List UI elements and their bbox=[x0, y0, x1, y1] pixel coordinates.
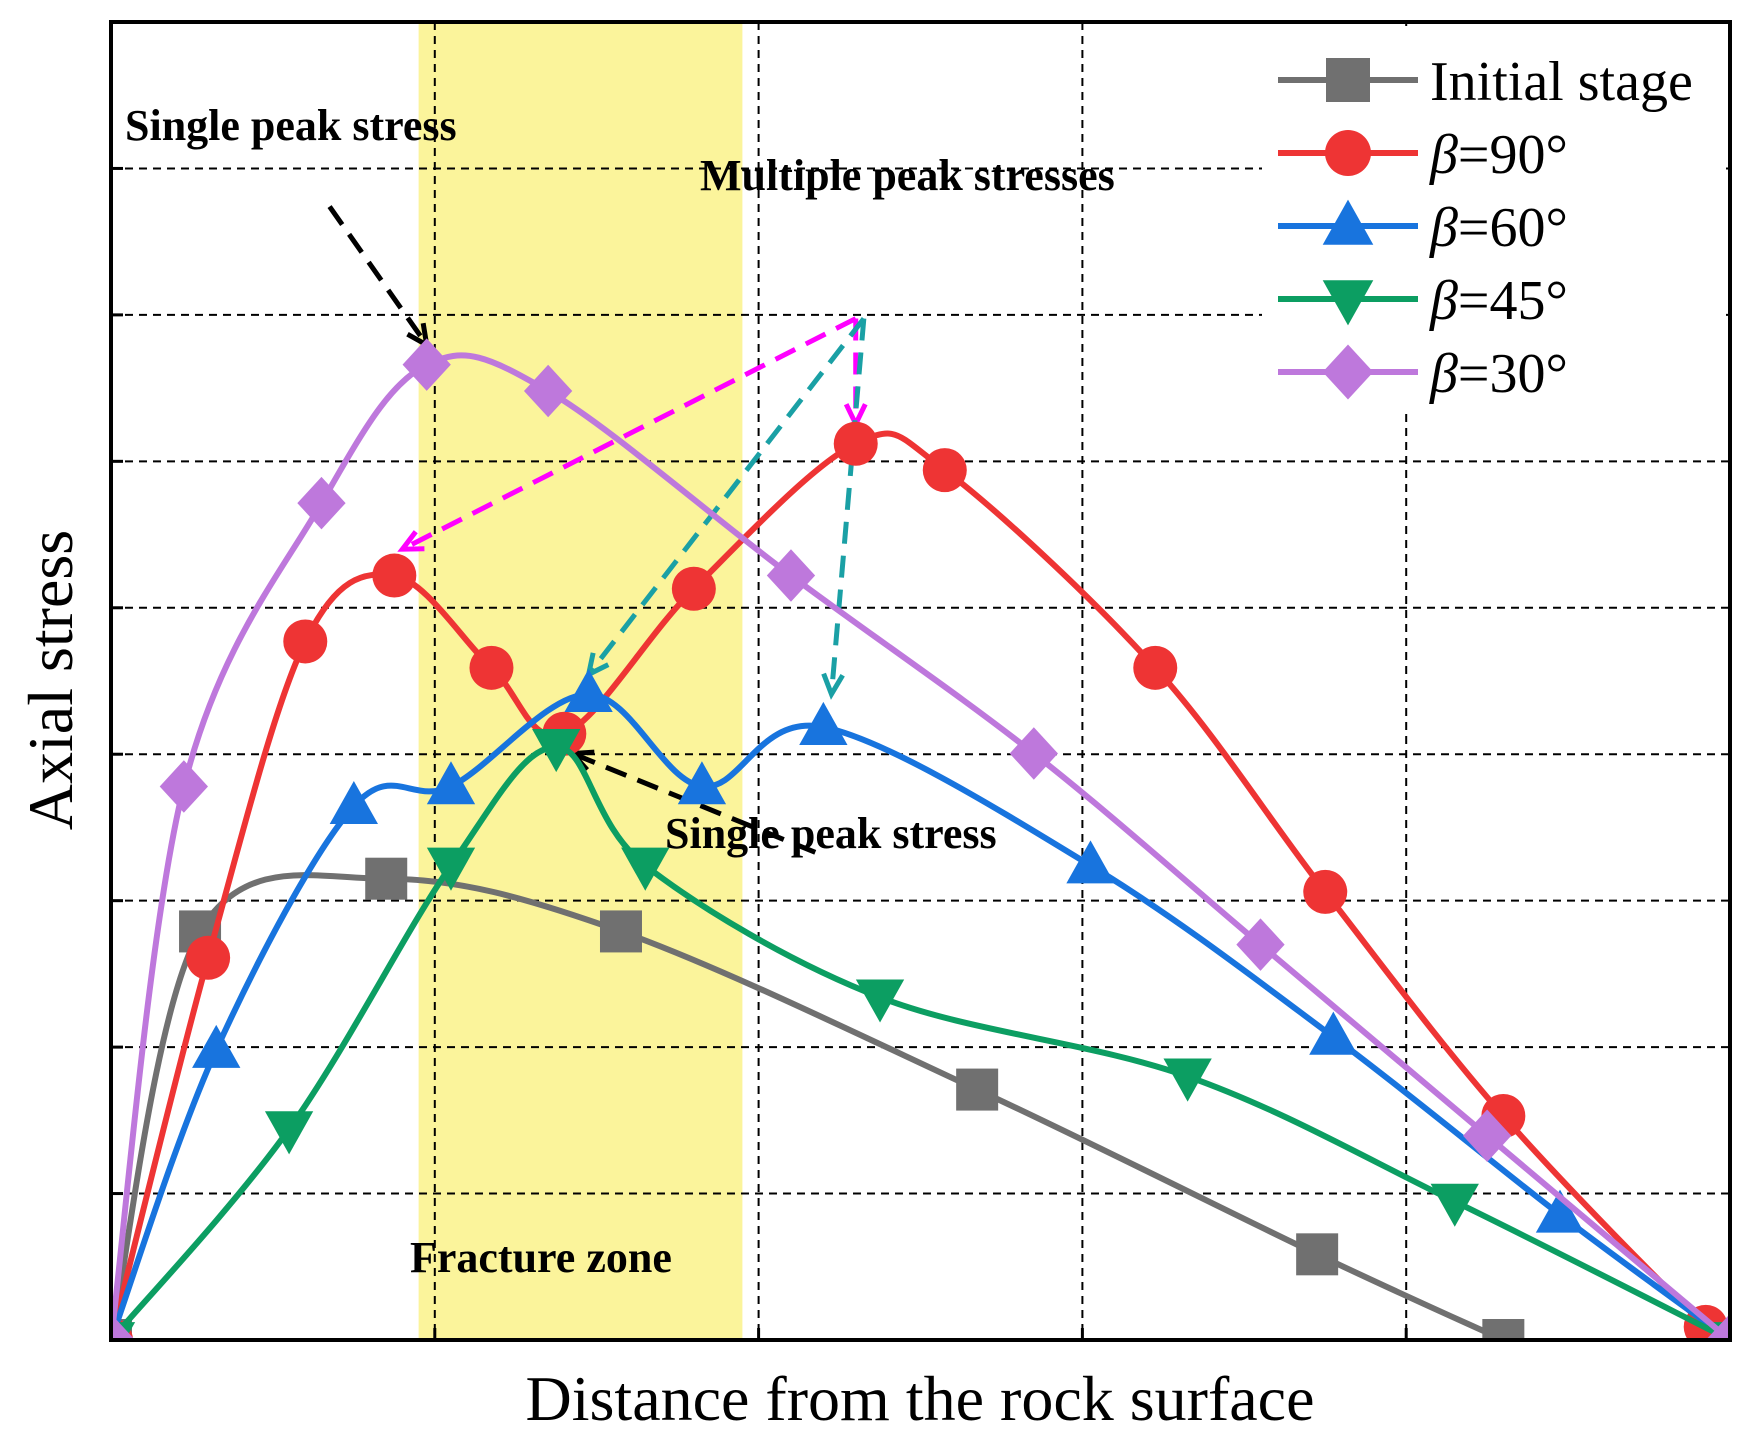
y-axis-label: Axial stress bbox=[15, 530, 86, 830]
data-point bbox=[523, 364, 573, 418]
arrow-single-peak-top bbox=[327, 205, 431, 350]
legend-item: Initial stage bbox=[1278, 51, 1693, 113]
data-point bbox=[365, 857, 408, 900]
data-point bbox=[956, 1068, 999, 1111]
data-point bbox=[1705, 1313, 1730, 1340]
arrow-multiple-peaks-teal-2 bbox=[821, 318, 867, 700]
legend-item: β=45° bbox=[1278, 270, 1568, 332]
annotation-label: Single peak stress bbox=[665, 809, 997, 858]
data-point bbox=[264, 1111, 314, 1155]
data-point bbox=[1236, 918, 1285, 971]
arrow-head bbox=[821, 672, 845, 700]
data-point bbox=[426, 847, 476, 891]
legend-label: β=90° bbox=[1429, 124, 1568, 186]
data-point bbox=[599, 910, 642, 953]
series-2 bbox=[111, 421, 1730, 1340]
data-point bbox=[159, 760, 209, 813]
arrow-shaft bbox=[571, 751, 817, 855]
series-4 bbox=[111, 729, 1730, 1340]
x-axis-label: Distance from the rock surface bbox=[526, 1363, 1315, 1434]
legend-marker bbox=[1326, 58, 1370, 102]
data-point bbox=[677, 761, 727, 805]
legend-marker bbox=[1322, 199, 1374, 245]
data-point bbox=[1482, 1319, 1525, 1340]
data-point bbox=[922, 448, 967, 493]
arrow-head bbox=[397, 530, 425, 552]
data-point bbox=[671, 566, 716, 611]
data-point bbox=[799, 701, 848, 745]
data-point bbox=[1163, 1058, 1212, 1102]
data-point bbox=[855, 979, 905, 1023]
fracture-zone-band bbox=[418, 22, 743, 1340]
legend-label: β=45° bbox=[1429, 270, 1568, 332]
legend-marker bbox=[1322, 280, 1374, 326]
data-point bbox=[111, 1313, 136, 1340]
arrow-multiple-peaks-magenta-1 bbox=[397, 316, 857, 552]
series-line bbox=[111, 872, 1507, 1340]
data-point bbox=[564, 668, 613, 713]
annotation-label: Fracture zone bbox=[410, 1233, 672, 1282]
data-point bbox=[329, 781, 378, 825]
data-point bbox=[532, 729, 581, 773]
legend-label: Initial stage bbox=[1430, 51, 1693, 113]
series-line bbox=[111, 691, 1730, 1340]
series-5 bbox=[111, 338, 1730, 1340]
arrow-shaft bbox=[401, 316, 857, 552]
arrow-shaft bbox=[327, 205, 429, 347]
series-line bbox=[111, 352, 1730, 1340]
legend-label: β=60° bbox=[1429, 197, 1568, 259]
data-point bbox=[621, 847, 670, 891]
annotation-label: Single peak stress bbox=[125, 101, 457, 150]
data-point bbox=[1430, 1183, 1479, 1227]
annotations: Single peak stress Multiple peak stresses… bbox=[125, 101, 1115, 1282]
series-line bbox=[111, 430, 1730, 1340]
legend-marker bbox=[1322, 344, 1374, 400]
data-point bbox=[283, 619, 328, 664]
data-point bbox=[186, 935, 231, 980]
data-point bbox=[192, 1024, 241, 1068]
legend-item: β=30° bbox=[1278, 343, 1568, 405]
data-point bbox=[1535, 1189, 1585, 1233]
annotation-label: Multiple peak stresses bbox=[700, 151, 1115, 200]
data-point bbox=[766, 549, 816, 602]
data-point bbox=[469, 645, 514, 690]
series-line bbox=[111, 743, 1730, 1340]
data-point bbox=[1296, 1233, 1339, 1276]
data-point bbox=[402, 338, 451, 391]
data-point bbox=[297, 476, 346, 530]
data-point bbox=[426, 761, 476, 805]
data-point bbox=[1463, 1109, 1512, 1162]
data-point bbox=[1009, 727, 1058, 780]
series-3 bbox=[111, 668, 1730, 1340]
plot-frame bbox=[109, 20, 1732, 1342]
legend-label: β=30° bbox=[1429, 343, 1568, 405]
arrow-shaft bbox=[828, 318, 867, 695]
data-point bbox=[372, 553, 417, 598]
legend: Initial stage β=90° β=60° β=45° β=30° bbox=[1262, 26, 1726, 411]
arrow-shaft bbox=[586, 317, 866, 676]
data-point bbox=[1303, 869, 1348, 914]
fracture-zone-layer bbox=[418, 22, 743, 1340]
data-point bbox=[1066, 840, 1115, 884]
legend-marker bbox=[1325, 130, 1371, 176]
legend-item: β=90° bbox=[1278, 124, 1568, 186]
data-point bbox=[1133, 645, 1178, 690]
series-layer bbox=[111, 338, 1730, 1340]
data-point bbox=[1309, 1011, 1358, 1055]
legend-item: β=60° bbox=[1278, 197, 1568, 259]
data-point bbox=[833, 421, 878, 466]
